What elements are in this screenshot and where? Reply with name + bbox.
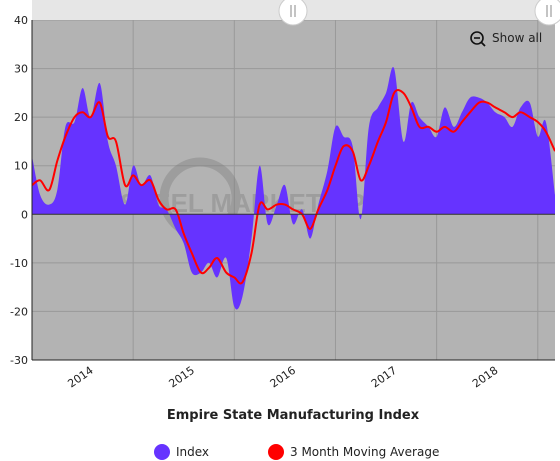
legend-item-index[interactable]: Index bbox=[154, 444, 209, 460]
y-tick-label: 20 bbox=[14, 111, 28, 124]
x-tick-label: 2015 bbox=[167, 364, 197, 391]
legend-item-moving-average[interactable]: 3 Month Moving Average bbox=[268, 444, 439, 460]
y-tick-label: -10 bbox=[10, 257, 28, 270]
y-tick-label: 30 bbox=[14, 63, 28, 76]
y-axis: -30 -20 -10 0 10 20 30 40 bbox=[10, 14, 28, 367]
x-axis: 2014 2015 2016 2017 2018 bbox=[32, 359, 555, 391]
navigator-handle-right[interactable] bbox=[534, 0, 560, 26]
navigator-handle-left[interactable] bbox=[278, 0, 308, 26]
zoom-out-icon bbox=[470, 31, 484, 45]
chart-title: Empire State Manufacturing Index bbox=[167, 408, 420, 423]
moving-average-line[interactable] bbox=[32, 89, 555, 285]
x-tick-label: 2014 bbox=[65, 364, 95, 391]
x-tick-label: 2017 bbox=[369, 364, 399, 391]
y-tick-label: -20 bbox=[10, 305, 28, 318]
y-tick-label: 0 bbox=[21, 208, 28, 221]
legend: Index 3 Month Moving Average bbox=[154, 444, 439, 460]
y-tick-label: 10 bbox=[14, 160, 28, 173]
show-all-button[interactable]: Show all bbox=[470, 31, 542, 47]
y-tick-label: 40 bbox=[14, 14, 28, 27]
legend-label-index: Index bbox=[176, 445, 209, 459]
show-all-label: Show all bbox=[492, 31, 542, 45]
x-tick-label: 2016 bbox=[268, 364, 298, 391]
y-tick-label: -30 bbox=[10, 354, 28, 367]
legend-label-moving-average: 3 Month Moving Average bbox=[290, 445, 439, 459]
x-tick-label: 2018 bbox=[470, 364, 500, 391]
series-layer bbox=[32, 67, 555, 310]
